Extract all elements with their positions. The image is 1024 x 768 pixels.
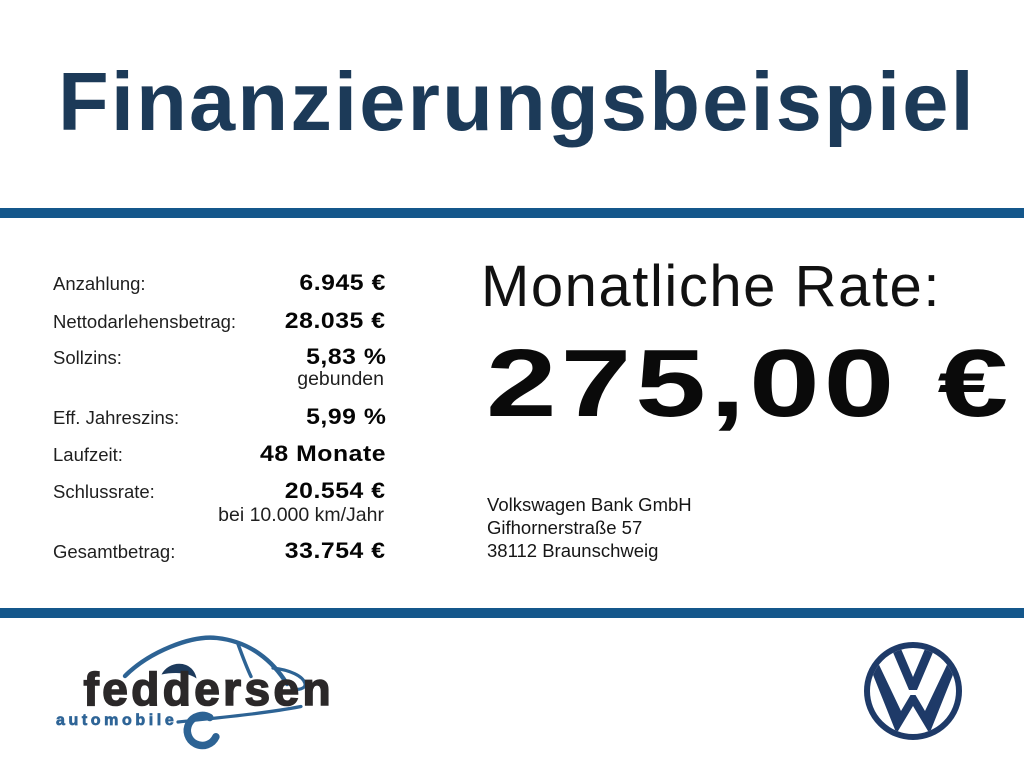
svg-text:automobile: automobile <box>56 712 177 729</box>
svg-text:feddersen: feddersen <box>84 663 334 715</box>
